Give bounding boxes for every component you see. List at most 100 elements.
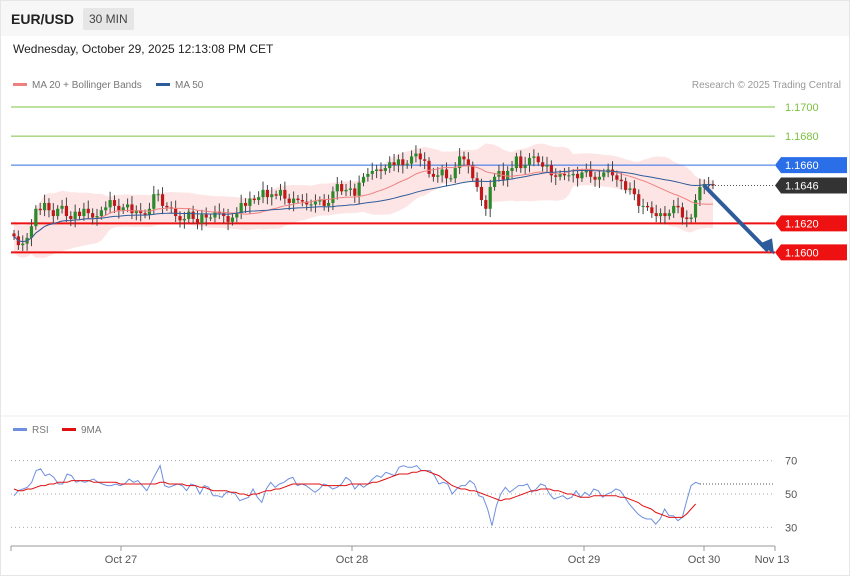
candle-body bbox=[51, 210, 55, 217]
ma9-label: 9MA bbox=[81, 425, 102, 436]
candle-body bbox=[348, 188, 352, 190]
candle-body bbox=[541, 162, 545, 167]
candle-body bbox=[187, 211, 191, 219]
candle-body bbox=[38, 208, 42, 211]
candle-body bbox=[340, 184, 344, 192]
timeframe-button[interactable]: 30 MIN bbox=[83, 8, 134, 30]
time-axis-label: Oct 28 bbox=[336, 554, 368, 566]
candle-body bbox=[370, 170, 374, 174]
candle-body bbox=[361, 176, 366, 183]
legend-ma50: MA 50 bbox=[156, 80, 203, 92]
rsi-tick-label: 50 bbox=[785, 489, 797, 501]
candle-body bbox=[47, 202, 51, 211]
candle-body bbox=[440, 169, 444, 176]
candle-body bbox=[580, 172, 584, 179]
candle-body bbox=[213, 211, 217, 218]
candle-body bbox=[554, 175, 558, 177]
candle-body bbox=[558, 173, 562, 177]
candle-body bbox=[462, 156, 466, 160]
candle-body bbox=[689, 217, 693, 219]
candle-body bbox=[117, 205, 121, 211]
level-label-1-1600: 1.1600 bbox=[785, 247, 819, 259]
candle-body bbox=[650, 207, 654, 214]
legend-ma20: MA 20 + Bollinger Bands bbox=[13, 80, 142, 92]
candle-body bbox=[134, 210, 138, 214]
level-tag-1-1646 bbox=[775, 177, 847, 194]
candle-body bbox=[42, 202, 47, 211]
candle-body bbox=[645, 205, 650, 208]
candle-body bbox=[654, 213, 658, 217]
candle-body bbox=[401, 159, 405, 166]
level-tag-1-1620 bbox=[775, 215, 847, 232]
candle-body bbox=[125, 204, 130, 208]
candle-body bbox=[60, 205, 64, 209]
candle-body bbox=[178, 216, 182, 221]
forecast-arrow bbox=[702, 184, 770, 253]
candle-body bbox=[698, 186, 702, 201]
candle-body bbox=[458, 156, 462, 169]
candle-body bbox=[379, 169, 383, 171]
candle-body bbox=[191, 211, 195, 219]
candle-body bbox=[523, 165, 527, 169]
candle-body bbox=[208, 217, 213, 219]
candle-body bbox=[248, 198, 252, 206]
legend-9ma: 9MA bbox=[62, 425, 102, 437]
candle-body bbox=[492, 176, 497, 187]
candle-body bbox=[130, 204, 134, 214]
candle-body bbox=[195, 218, 200, 224]
candle-body bbox=[506, 170, 510, 180]
candle-body bbox=[510, 168, 514, 171]
time-axis-label: Nov 13 bbox=[755, 554, 790, 566]
candle-body bbox=[292, 198, 296, 203]
ma50-label: MA 50 bbox=[175, 80, 204, 91]
candle-body bbox=[182, 218, 186, 221]
candle-body bbox=[466, 159, 470, 166]
candle-body bbox=[453, 168, 457, 179]
candle-body bbox=[602, 172, 606, 177]
candle-body bbox=[326, 202, 331, 206]
candle-body bbox=[589, 169, 593, 177]
candle-body bbox=[95, 216, 99, 218]
candle-body bbox=[667, 213, 671, 217]
candle-body bbox=[73, 211, 77, 219]
candle-body bbox=[392, 162, 396, 166]
candle-body bbox=[257, 197, 261, 201]
candle-body bbox=[536, 156, 540, 163]
candle-body bbox=[34, 208, 38, 227]
candle-body bbox=[471, 165, 475, 179]
candle-body bbox=[571, 173, 575, 176]
candle-body bbox=[165, 205, 169, 208]
candle-body bbox=[174, 208, 178, 217]
candle-body bbox=[488, 186, 492, 209]
candle-body bbox=[318, 200, 322, 202]
symbol-title: EUR/USD bbox=[11, 11, 75, 27]
candle-body bbox=[628, 188, 632, 190]
candle-body bbox=[322, 200, 326, 206]
candle-body bbox=[21, 243, 25, 246]
candle-body bbox=[423, 159, 427, 161]
ma20-swatch bbox=[13, 82, 27, 86]
ma9-swatch bbox=[62, 427, 76, 431]
candle-body bbox=[261, 189, 265, 198]
candle-body bbox=[222, 213, 226, 217]
candle-body bbox=[200, 214, 204, 224]
candle-body bbox=[405, 163, 409, 166]
candle-body bbox=[545, 165, 549, 167]
candle-body bbox=[475, 178, 479, 187]
candle-body bbox=[139, 210, 143, 214]
candle-body bbox=[396, 159, 401, 166]
candle-body bbox=[344, 189, 348, 192]
candle-body bbox=[514, 156, 519, 169]
candle-body bbox=[532, 156, 536, 158]
candle-body bbox=[309, 204, 313, 206]
level-label-1-1680: 1.1680 bbox=[785, 131, 819, 143]
candle-body bbox=[409, 156, 414, 164]
candle-body bbox=[449, 178, 453, 180]
candle-body bbox=[270, 194, 274, 198]
candle-body bbox=[427, 160, 431, 174]
timestamp: Wednesday, October 29, 2025 12:13:08 PM … bbox=[13, 42, 274, 56]
candle-body bbox=[108, 200, 112, 208]
candle-body bbox=[143, 213, 147, 215]
candle-body bbox=[353, 188, 357, 196]
